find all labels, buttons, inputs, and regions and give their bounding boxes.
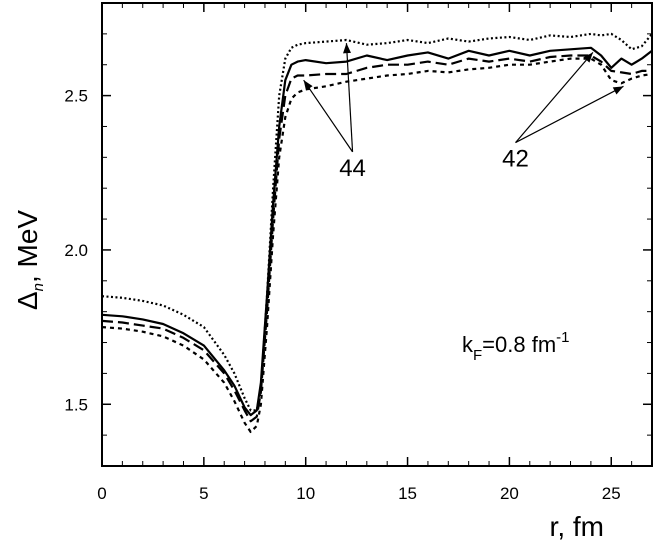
y-axis-title-sub: n [30,283,47,291]
y-tick-label: 2.5 [64,87,88,106]
label-arrow [515,51,594,143]
x-tick-label: 0 [97,484,106,503]
series-line-long-dash [101,54,652,423]
x-tick-label: 15 [398,484,417,503]
x-tick-label: 10 [296,484,315,503]
kf-sub: F [473,347,482,364]
label-arrow-head [343,43,351,54]
x-tick-label: 20 [500,484,519,503]
y-axis-title-rest: , MeV [12,210,43,283]
plot-frame [101,2,653,467]
label-arrow [303,79,354,153]
label-arrow-head [583,52,593,63]
tick-layer: 0 5 10 15 20 25 1.5 2.0 2.5 [64,3,653,503]
y-axis-title: Δn, MeV [12,210,47,311]
curve-label-44: 44 [339,155,366,182]
series-line-dotted [101,32,653,412]
y-axis-title-main: Δ [12,291,43,310]
x-axis-title: r, fm [550,511,604,542]
series-line-solid [101,46,653,417]
label-arrow-head [303,80,313,91]
kf-sup: -1 [556,329,569,346]
y-tick-label: 1.5 [64,395,88,414]
curve-label-42: 42 [502,146,529,173]
svg-text:Δn, MeV: Δn, MeV [12,210,47,311]
kf-prefix: k [462,332,474,357]
x-tick-label: 25 [602,484,621,503]
label-arrow [515,85,624,144]
kf-mid: =0.8 fm [482,332,556,357]
series-line-short-dash [101,57,653,434]
x-tick-label: 5 [199,484,208,503]
kf-annotation: kF=0.8 fm-1 [462,329,570,364]
series-layer [101,32,653,434]
y-tick-label: 2.0 [64,241,88,260]
label-arrow [345,43,354,152]
label-arrow-head [612,86,624,95]
label-layer: 44 42 [303,43,624,182]
